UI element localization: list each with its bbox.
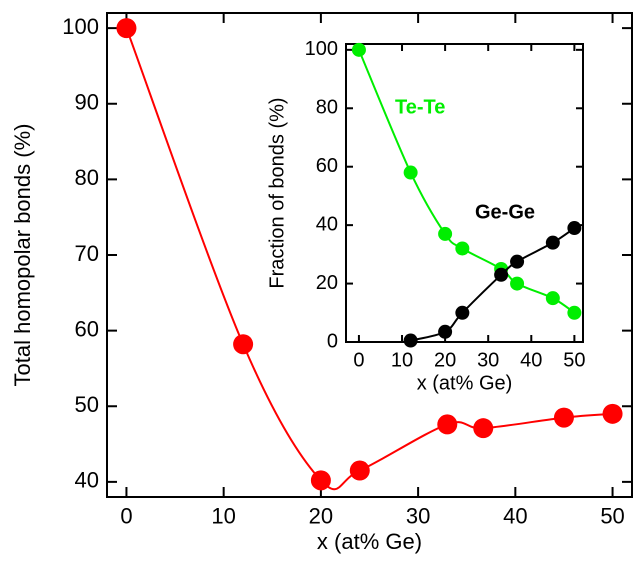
data-point <box>553 407 574 428</box>
data-point <box>545 235 560 250</box>
x-tick-label: 30 <box>477 349 499 371</box>
x-tick-label: 10 <box>211 504 235 529</box>
x-tick-label: 40 <box>503 504 527 529</box>
data-point <box>545 291 560 306</box>
series-label: Ge-Ge <box>475 201 535 223</box>
data-point <box>494 267 509 282</box>
data-point <box>602 403 623 424</box>
x-tick-label: 0 <box>120 504 132 529</box>
y-tick-label: 60 <box>75 316 99 341</box>
data-point <box>403 165 418 180</box>
data-point <box>510 276 525 291</box>
y-tick-label: 0 <box>327 330 338 352</box>
data-point <box>567 221 582 236</box>
y-tick-label: 90 <box>75 90 99 115</box>
y-axis-label: Total homopolar bonds (%) <box>10 124 35 387</box>
x-tick-label: 20 <box>309 504 333 529</box>
y-tick-label: 70 <box>75 241 99 266</box>
data-point <box>455 305 470 320</box>
y-axis-label: Fraction of bonds (%) <box>266 97 288 288</box>
data-point <box>403 333 418 348</box>
series-label: Te-Te <box>395 96 445 118</box>
data-point <box>351 42 366 57</box>
data-point <box>438 226 453 241</box>
data-point <box>349 460 370 481</box>
x-tick-label: 50 <box>563 349 585 371</box>
data-point <box>438 324 453 339</box>
data-point <box>510 254 525 269</box>
y-tick-label: 60 <box>316 155 338 177</box>
y-tick-label: 20 <box>316 272 338 294</box>
y-tick-label: 50 <box>75 392 99 417</box>
x-tick-label: 0 <box>353 349 364 371</box>
data-point <box>473 418 494 439</box>
y-tick-label: 100 <box>62 14 99 39</box>
x-tick-label: 50 <box>600 504 624 529</box>
y-tick-label: 80 <box>75 165 99 190</box>
x-axis-label: x (at% Ge) <box>417 372 513 394</box>
y-tick-label: 40 <box>316 213 338 235</box>
y-tick-label: 40 <box>75 468 99 493</box>
x-tick-label: 40 <box>520 349 542 371</box>
x-tick-label: 20 <box>434 349 456 371</box>
x-tick-label: 10 <box>391 349 413 371</box>
x-tick-label: 30 <box>406 504 430 529</box>
data-point <box>437 414 458 435</box>
y-tick-label: 100 <box>305 38 338 60</box>
data-point <box>310 470 331 491</box>
plot-frame <box>345 43 584 343</box>
y-tick-label: 80 <box>316 97 338 119</box>
data-point <box>233 334 254 355</box>
data-point <box>567 305 582 320</box>
x-axis-label: x (at% Ge) <box>317 529 422 554</box>
data-point <box>116 18 137 39</box>
data-point <box>455 241 470 256</box>
